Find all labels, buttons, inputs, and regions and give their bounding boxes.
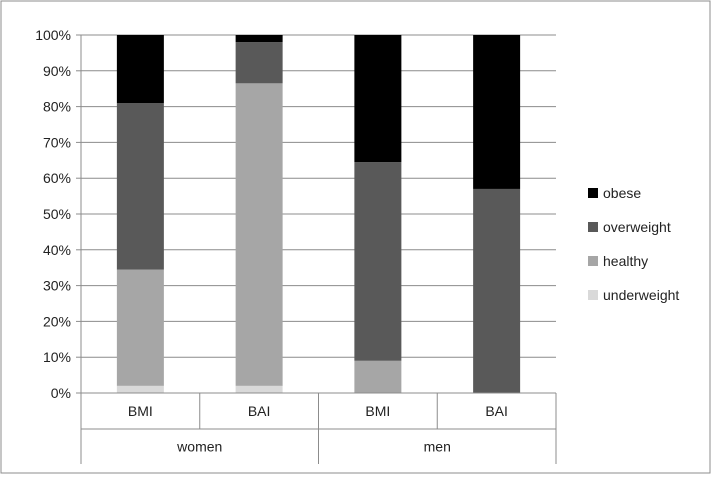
- y-tick-label: 90%: [43, 63, 71, 79]
- bar-segment-overweight: [473, 188, 521, 393]
- y-tick-label: 20%: [43, 313, 71, 329]
- bar-segment-overweight: [235, 42, 283, 84]
- x-category-label: BAI: [248, 403, 271, 419]
- bar-segment-obese: [116, 35, 164, 104]
- x-category-label: BAI: [485, 403, 508, 419]
- bar-segment-underweight: [116, 385, 164, 393]
- legend: obese overweight healthy underweight: [588, 185, 679, 303]
- y-tick-label: 100%: [35, 27, 71, 43]
- bar-segment-healthy: [116, 269, 164, 386]
- bar-segment-overweight: [116, 103, 164, 270]
- y-tick-label: 60%: [43, 170, 71, 186]
- legend-swatch-underweight: [588, 290, 598, 300]
- bar-segment-underweight: [235, 385, 283, 393]
- bar-segment-obese: [354, 35, 402, 163]
- legend-swatch-healthy: [588, 256, 598, 266]
- legend-swatch-overweight: [588, 222, 598, 232]
- y-tick-label: 70%: [43, 134, 71, 150]
- y-tick-label: 0%: [51, 385, 71, 401]
- bar-segment-obese: [473, 35, 521, 189]
- bars: [116, 35, 521, 393]
- y-tick-label: 10%: [43, 349, 71, 365]
- y-tick-label: 50%: [43, 206, 71, 222]
- legend-label-healthy: healthy: [603, 253, 648, 269]
- y-tick-label: 40%: [43, 242, 71, 258]
- legend-swatch-obese: [588, 188, 598, 198]
- bar-segment-healthy: [354, 360, 402, 393]
- y-tick-label: 30%: [43, 278, 71, 294]
- x-group-label: women: [176, 439, 222, 455]
- axes: 0% 10% 20% 30% 40% 50% 60% 70% 80% 90% 100% BMI BAI B…: [35, 27, 557, 464]
- legend-label-obese: obese: [603, 185, 641, 201]
- bar-segment-obese: [235, 35, 283, 43]
- x-group-label: men: [424, 439, 451, 455]
- x-category-label: BMI: [128, 403, 153, 419]
- legend-label-underweight: underweight: [603, 287, 679, 303]
- legend-label-overweight: overweight: [603, 219, 671, 235]
- y-tick-label: 80%: [43, 99, 71, 115]
- bar-segment-healthy: [235, 83, 283, 386]
- x-category-label: BMI: [365, 403, 390, 419]
- bar-segment-overweight: [354, 162, 402, 361]
